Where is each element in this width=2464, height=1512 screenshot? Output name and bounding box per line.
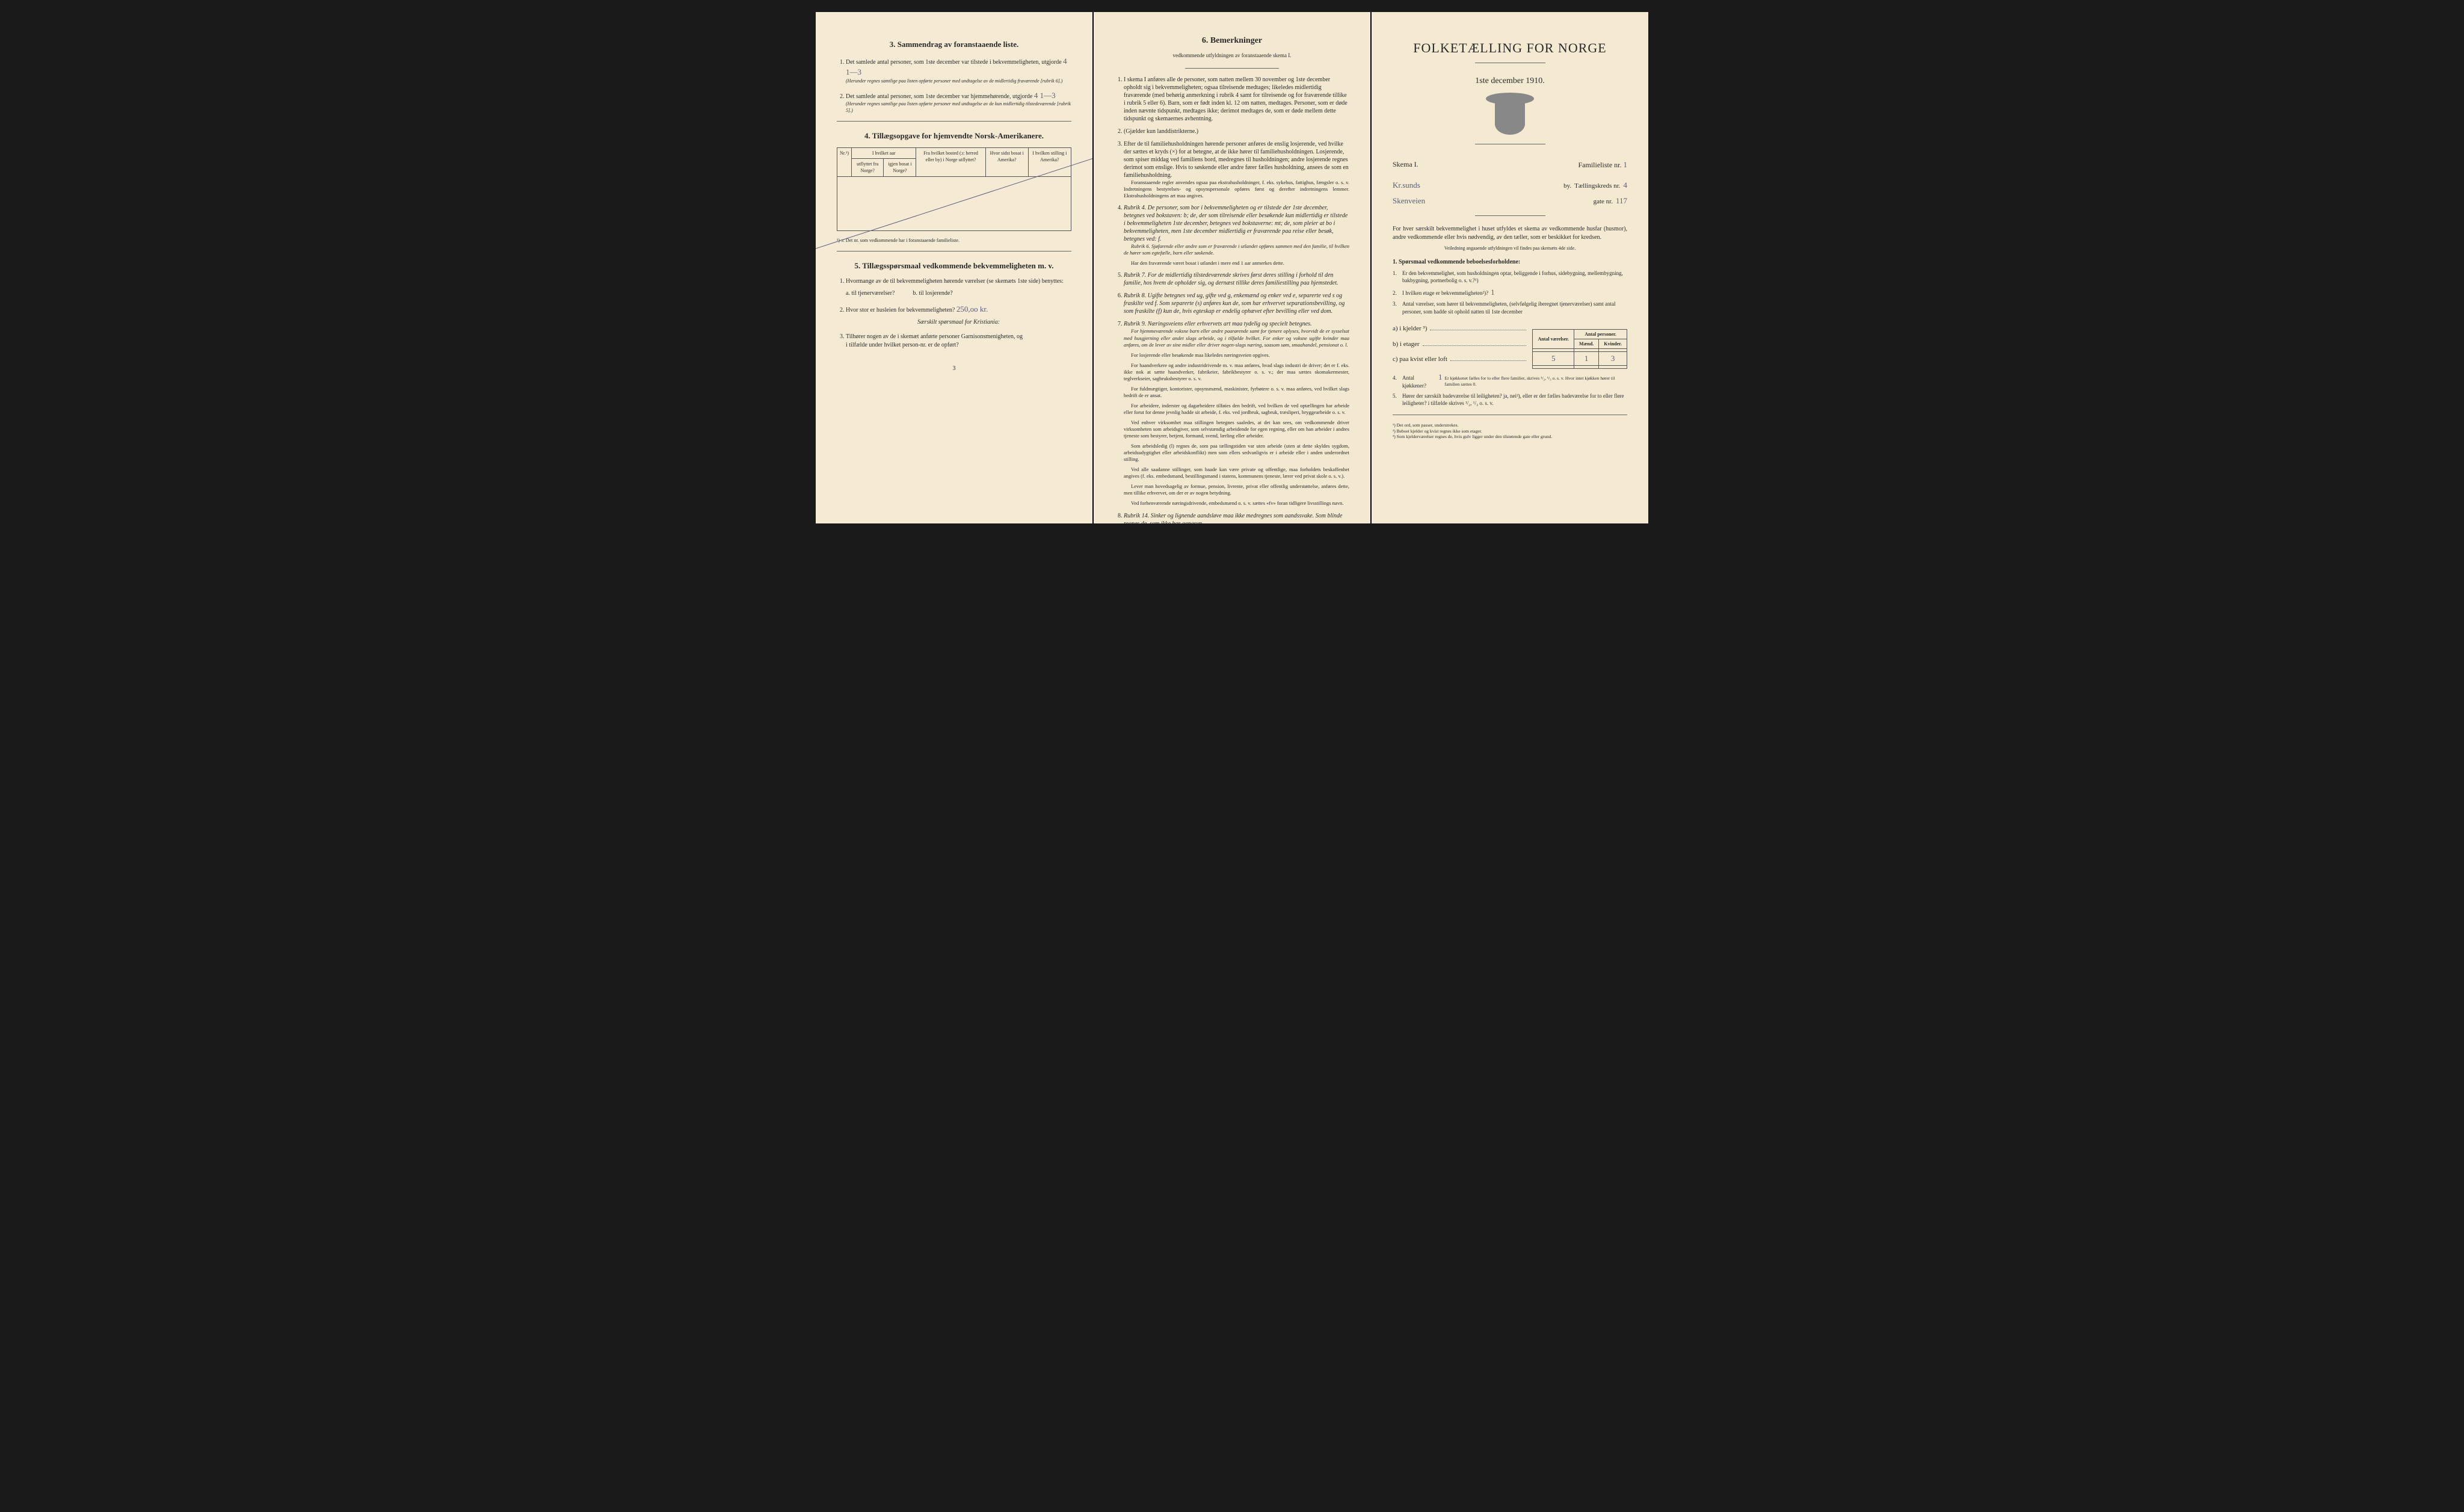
th-out: utflyttet fra Norge?	[852, 159, 884, 176]
q5-2-text: Hvor stor er husleien for bekvemmelighet…	[846, 307, 955, 313]
item-2-note: (Herunder regnes samtlige paa listen opf…	[846, 101, 1071, 114]
footnote-2: ²) Beboet kjelder og kvist regnes ikke s…	[1393, 428, 1627, 434]
q5-3: Tilhører nogen av de i skemæt anførte pe…	[846, 333, 1071, 350]
rooms-th-k: Kvinder.	[1599, 339, 1627, 349]
q1-4: Antal kjøkkener?	[1402, 374, 1436, 389]
date-line: 1ste december 1910.	[1393, 75, 1627, 87]
q5-2: Hvor stor er husleien for bekvemmelighet…	[846, 304, 1071, 327]
row-b-rooms: 5	[1533, 352, 1574, 366]
q5-3a: Tilhører nogen av de i skemæt anførte pe…	[846, 333, 1023, 340]
section-4-heading: 4. Tillægsopgave for hjemvendte Norsk-Am…	[837, 131, 1071, 141]
intro-note: Veiledning angaaende utfyldningen vil fi…	[1393, 245, 1627, 251]
item-2-hand: 4 1—3	[1034, 91, 1056, 100]
q1-4b: Er kjøkkenet fælles for to eller flere f…	[1444, 375, 1627, 387]
note-6: Rubrik 8. Ugifte betegnes ved ug, gifte …	[1124, 292, 1349, 315]
q1-1: Er den bekvemmelighet, som husholdningen…	[1402, 270, 1627, 285]
item-1-text: Det samlede antal personer, som 1ste dec…	[846, 59, 1062, 66]
item-1: Det samlede antal personer, som 1ste dec…	[846, 56, 1071, 84]
q5-2-hand: 250,oo kr.	[956, 304, 988, 313]
rooms-th1: Antal værelser.	[1533, 329, 1574, 348]
th-nr: Nr.¹)	[837, 148, 852, 177]
empty-table-body	[837, 176, 1071, 230]
q1-4-hand: 1	[1438, 372, 1443, 383]
skema-label: Skema I.	[1393, 159, 1418, 170]
row-b-m: 1	[1574, 352, 1599, 366]
q1-3: Antal værelser, som hører til bekvemmeli…	[1402, 300, 1627, 315]
by-label: by.	[1563, 182, 1571, 191]
q5-1b: b. til losjerende?	[913, 289, 952, 298]
q5-3b: i tilfælde under hvilket person-nr. er d…	[846, 342, 959, 348]
main-title: FOLKETÆLLING FOR NORGE	[1393, 39, 1627, 58]
document-spread: 3. Sammendrag av foranstaaende liste. De…	[816, 12, 1648, 523]
row-c: c) paa kvist eller loft	[1393, 355, 1447, 364]
section-6-heading: 6. Bemerkninger	[1115, 35, 1349, 47]
section-3-heading: 3. Sammendrag av foranstaaende liste.	[837, 39, 1071, 50]
q5-1: Hvormange av de til bekvemmeligheten hør…	[846, 277, 1071, 298]
rooms-table: Antal værelser. Antal personer. Mænd. Kv…	[1532, 329, 1627, 369]
note-3: Efter de til familiehusholdningen hørend…	[1124, 140, 1349, 199]
section-5-heading: 5. Tillægsspørsmaal vedkommende bekvemme…	[837, 261, 1071, 271]
q1-2-hand: 1	[1491, 287, 1495, 298]
gate-label: gate nr.	[1594, 197, 1613, 206]
famnr-hand: 1	[1624, 160, 1628, 169]
footnote-3: ³) Som kjelderværelser regnes de, hvis g…	[1393, 434, 1627, 440]
q1-5: Hører der særskilt badeværelse til leili…	[1402, 392, 1627, 407]
tkr-hand: 4	[1624, 180, 1628, 191]
th-back: igjen bosat i Norge?	[884, 159, 916, 176]
rooms-th-m: Mænd.	[1574, 339, 1599, 349]
section-1-label: 1. Spørsmaal vedkommende beboelsesforhol…	[1393, 258, 1627, 267]
page-4: 6. Bemerkninger vedkommende utfyldningen…	[1094, 12, 1370, 523]
q5-note: Særskilt spørsmaal for Kristiania:	[846, 318, 1071, 327]
row-b: b) i etager	[1393, 340, 1420, 349]
rooms-th2: Antal personer.	[1574, 329, 1627, 339]
th-year: I hvilket aar	[852, 148, 916, 159]
note-5: Rubrik 7. For de midlertidig tilstedevær…	[1124, 271, 1349, 287]
famnr-label: Familieliste nr.	[1578, 161, 1622, 169]
row-b-k: 3	[1599, 352, 1627, 366]
footnote-1: ¹) Det ord, som passer, understrekes.	[1393, 422, 1627, 428]
tkr-label: Tællingskreds nr.	[1574, 182, 1620, 191]
item-2-text: Det samlede antal personer, som 1ste dec…	[846, 93, 1032, 100]
q1-2: I hvilken etage er bekvemmeligheten²)?	[1402, 289, 1488, 297]
row-a: a) i kjelder ³)	[1393, 324, 1427, 333]
intro-text: For hver særskilt bekvemmelighet i huset…	[1393, 225, 1627, 242]
page-3: 3. Sammendrag av foranstaaende liste. De…	[816, 12, 1092, 523]
gate-hand: Skenveien	[1393, 196, 1591, 206]
footnote-1: ¹) ɔ: Det nr. som vedkommende har i fora…	[837, 237, 1071, 244]
note-2: (Gjælder kun landdistrikterne.)	[1124, 128, 1349, 135]
item-1-note: (Herunder regnes samtlige paa listen opf…	[846, 78, 1071, 84]
by-hand: Kr.sunds	[1393, 180, 1560, 191]
gatenr-hand: 117	[1616, 196, 1627, 206]
item-2: Det samlede antal personer, som 1ste dec…	[846, 90, 1071, 114]
note-8: Rubrik 14. Sinker og lignende aandsløve …	[1124, 512, 1349, 524]
q5-1-text: Hvormange av de til bekvemmeligheten hør…	[846, 278, 1064, 285]
note-7: Rubrik 9. Næringsveiens eller erhvervets…	[1124, 320, 1349, 507]
section-6-sub: vedkommende utfyldningen av foranstaaend…	[1115, 52, 1349, 60]
page-num-3: 3	[837, 365, 1071, 373]
th-where: Hvor sidst bosat i Amerika?	[985, 148, 1028, 177]
note-1: I skema I anføres alle de personer, som …	[1124, 76, 1349, 123]
norsk-am-table: Nr.¹) I hvilket aar Fra hvilket bosted (…	[837, 147, 1071, 231]
note-4: Rubrik 4. De personer, som bor i bekvemm…	[1124, 204, 1349, 267]
q5-1a: a. til tjenerværelser?	[846, 289, 895, 298]
th-prev: Fra hvilket bosted (ɔ: herred eller by) …	[916, 148, 985, 177]
page-1-cover: FOLKETÆLLING FOR NORGE 1ste december 191…	[1372, 12, 1648, 523]
coat-of-arms-icon	[1495, 99, 1525, 135]
